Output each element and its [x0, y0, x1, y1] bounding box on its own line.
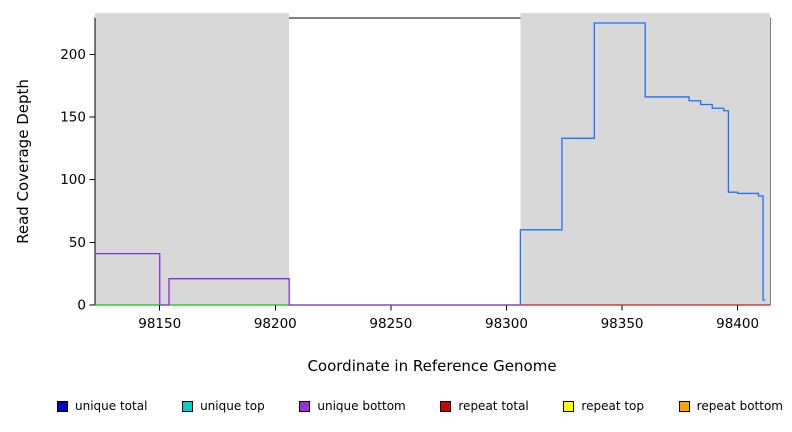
legend-item-unique-total: unique total — [57, 399, 147, 413]
legend-label: unique bottom — [317, 399, 406, 413]
legend: unique total unique top unique bottom repea… — [57, 399, 783, 413]
series-unique-total — [519, 22, 766, 305]
x-tick-label: 98350 — [601, 316, 644, 332]
series-unique-bottom — [95, 252, 521, 306]
y-axis-title: Read Coverage Depth — [14, 79, 32, 244]
legend-label: repeat total — [458, 399, 529, 413]
x-tick-label: 98400 — [716, 316, 759, 332]
x-tick-label: 98200 — [254, 316, 297, 332]
legend-swatch — [440, 400, 452, 412]
y-tick-label: 100 — [60, 172, 86, 188]
legend-swatch — [678, 400, 690, 412]
y-tick-label: 200 — [60, 47, 86, 63]
x-axis-title: Coordinate in Reference Genome — [307, 357, 556, 375]
y-tick-label: 50 — [69, 235, 86, 251]
legend-swatch — [57, 400, 68, 412]
legend-item-repeat-top: repeat top — [563, 399, 644, 413]
legend-item-repeat-bottom: repeat bottom — [678, 399, 783, 413]
y-tick-label: 0 — [77, 298, 86, 314]
legend-label: unique total — [75, 399, 148, 413]
legend-swatch — [563, 400, 575, 412]
legend-item-repeat-total: repeat total — [440, 399, 529, 413]
legend-swatch — [182, 400, 194, 412]
y-tick-label: 150 — [60, 110, 86, 126]
legend-item-unique-bottom: unique bottom — [299, 399, 406, 413]
legend-item-unique-top: unique top — [182, 399, 265, 413]
x-tick-label: 98250 — [369, 316, 412, 332]
x-tick-label: 98300 — [485, 316, 528, 332]
legend-label: repeat top — [581, 399, 645, 413]
legend-swatch — [299, 400, 311, 412]
x-tick-label: 98150 — [138, 316, 181, 332]
repeat-region-shading — [95, 13, 290, 305]
legend-label: unique top — [200, 399, 265, 413]
legend-label: repeat bottom — [696, 399, 783, 413]
